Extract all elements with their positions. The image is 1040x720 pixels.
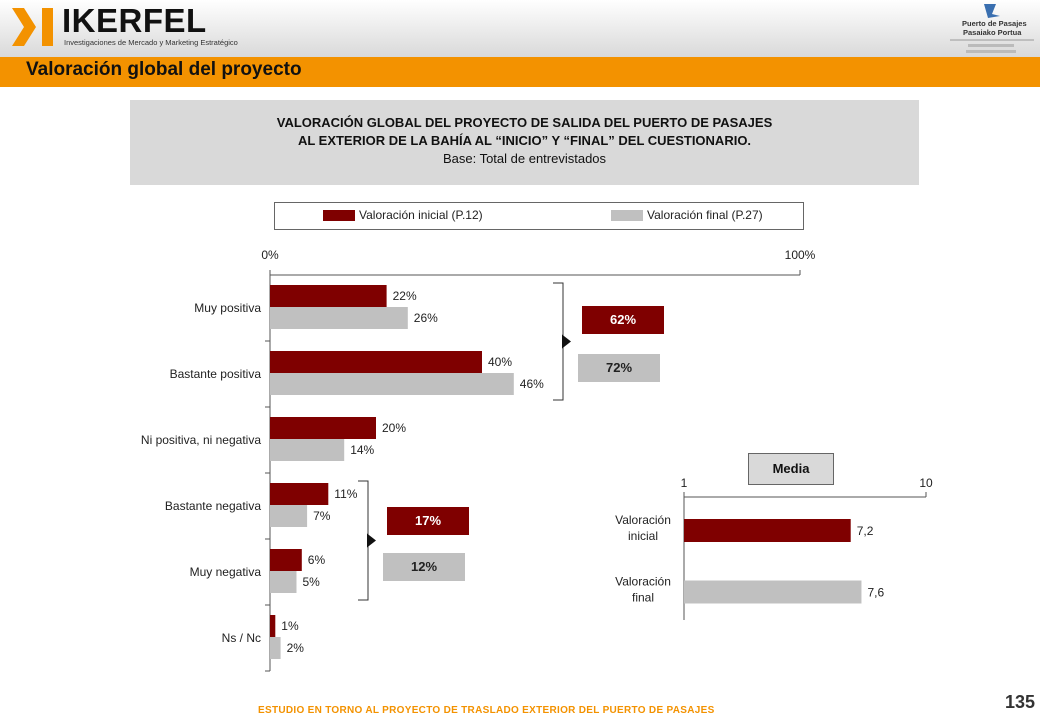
port-name-line1: Puerto de Pasajes: [962, 19, 1027, 28]
category-label: Muy positiva: [194, 301, 261, 315]
media-data-label: 7,6: [867, 586, 884, 600]
negative-bracket-arrow: [367, 533, 376, 548]
positive-final-total: 72%: [578, 354, 660, 382]
data-label: 1%: [281, 619, 299, 633]
data-label: 46%: [520, 377, 544, 391]
heading-line2: AL EXTERIOR DE LA BAHÍA AL “INICIO” Y “F…: [297, 133, 752, 148]
positive-initial-total: 62%: [582, 306, 664, 334]
chart-legend: Valoración inicial (P.12) Valoración fin…: [274, 202, 804, 230]
positive-bracket: [553, 282, 564, 401]
bar-final: [270, 307, 408, 329]
section-title-bar: Valoración global del proyecto: [0, 57, 1040, 87]
data-label: 2%: [287, 641, 305, 655]
bar-final: [270, 571, 297, 593]
media-category-label-line1: Valoración: [615, 513, 671, 527]
negative-initial-total: 17%: [387, 507, 469, 535]
bar-initial: [270, 285, 387, 307]
brand-subtitle: Investigaciones de Mercado y Marketing E…: [64, 38, 238, 47]
media-data-label: 7,2: [857, 524, 874, 538]
data-label: 7%: [313, 509, 331, 523]
top-header-bar: IKERFEL Investigaciones de Mercado y Mar…: [0, 0, 1040, 57]
media-category-label-line2: final: [632, 591, 654, 605]
bar-initial: [270, 549, 302, 571]
x-tick-label: 100%: [785, 248, 816, 262]
brand-name: IKERFEL: [62, 2, 207, 39]
negative-final-total: 12%: [383, 553, 465, 581]
bar-final: [270, 637, 281, 659]
section-title: Valoración global del proyecto: [26, 59, 302, 80]
category-label: Ns / Nc: [222, 631, 261, 645]
category-label: Muy negativa: [190, 565, 262, 579]
category-label: Bastante positiva: [170, 367, 262, 381]
category-label: Ni positiva, ni negativa: [141, 433, 261, 447]
media-title: Media: [748, 453, 834, 485]
media-category-label-line1: Valoración: [615, 575, 671, 589]
bar-final: [270, 439, 345, 461]
legend-label-initial: Valoración inicial (P.12): [359, 208, 483, 222]
port-name-line2: Pasaiako Portua: [963, 28, 1022, 37]
data-label: 11%: [334, 487, 357, 501]
chart-heading-box: VALORACIÓN GLOBAL DEL PROYECTO DE SALIDA…: [130, 100, 919, 185]
port-logo-icon: [950, 4, 1034, 53]
media-bar-final: [684, 580, 862, 604]
data-label: 20%: [382, 421, 406, 435]
legend-swatch-final: [611, 210, 643, 221]
bar-initial: [270, 615, 276, 637]
heading-base: Base: Total de entrevistados: [442, 151, 607, 166]
negative-bracket: [358, 480, 369, 601]
bar-initial: [270, 417, 376, 439]
page-number: 135: [1005, 692, 1036, 712]
data-label: 40%: [488, 355, 512, 369]
media-bar-initial: [684, 519, 851, 542]
media-category-label-line2: inicial: [628, 529, 658, 543]
legend-swatch-initial: [323, 210, 355, 221]
footer-text: ESTUDIO EN TORNO AL PROYECTO DE TRASLADO…: [258, 705, 715, 716]
positive-bracket-arrow: [562, 334, 571, 349]
data-label: 5%: [303, 575, 321, 589]
data-label: 26%: [414, 311, 438, 325]
ikerfel-logo-icon: [12, 8, 53, 46]
media-x-tick-label: 10: [919, 476, 933, 490]
data-label: 22%: [393, 289, 417, 303]
data-label: 14%: [350, 443, 374, 457]
bar-final: [270, 373, 514, 395]
x-tick-label: 0%: [261, 248, 279, 262]
media-x-tick-label: 1: [681, 476, 688, 490]
bar-final: [270, 505, 308, 527]
bar-initial: [270, 351, 482, 373]
bar-initial: [270, 483, 329, 505]
heading-line1: VALORACIÓN GLOBAL DEL PROYECTO DE SALIDA…: [276, 115, 773, 130]
data-label: 6%: [308, 553, 326, 567]
legend-label-final: Valoración final (P.27): [647, 208, 763, 222]
category-label: Bastante negativa: [165, 499, 261, 513]
